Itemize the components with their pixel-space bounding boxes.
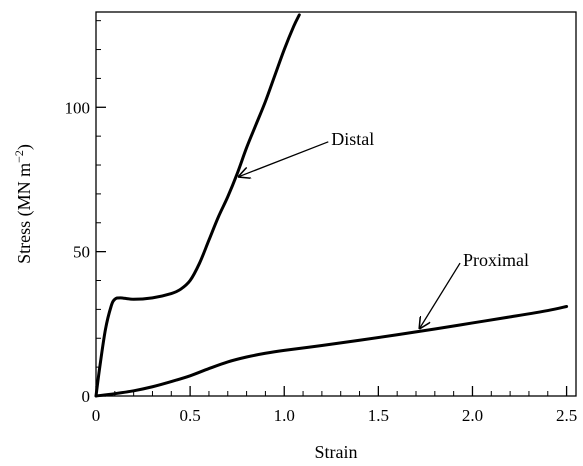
y-axis-label-main: Stress (MN m <box>14 163 35 264</box>
series-line-proximal <box>94 304 569 398</box>
series-layer <box>94 13 569 398</box>
x-tick-label: 2.5 <box>556 406 577 425</box>
x-tick-label: 1.5 <box>368 406 389 425</box>
x-tick-label: 2.0 <box>462 406 483 425</box>
y-axis-label-close: ) <box>14 144 35 150</box>
x-tick-label: 1.0 <box>274 406 295 425</box>
x-tick-label: 0.5 <box>179 406 200 425</box>
y-tick-label: 100 <box>65 98 91 117</box>
annotation-arrow-proximal <box>420 262 461 328</box>
annotation-arrow-distal <box>239 141 329 177</box>
x-axis-label: Strain <box>315 442 358 462</box>
annotation-label-distal: Distal <box>331 129 374 149</box>
x-axis-ticks: 0 0.5 1.0 1.5 2.0 2.5 <box>92 386 577 425</box>
plot-frame <box>95 11 577 397</box>
annotation-layer: Distal Proximal <box>239 129 529 328</box>
y-axis-label-superscript: −2 <box>12 150 26 163</box>
y-tick-label: 0 <box>82 387 91 406</box>
x-tick-label: 0 <box>92 406 101 425</box>
series-line-distal <box>94 13 301 398</box>
y-tick-label: 50 <box>73 243 90 262</box>
y-axis-ticks: 0 50 100 <box>65 20 106 406</box>
y-axis-label: Stress (MN m−2) <box>12 144 35 264</box>
annotation-label-proximal: Proximal <box>463 250 529 270</box>
